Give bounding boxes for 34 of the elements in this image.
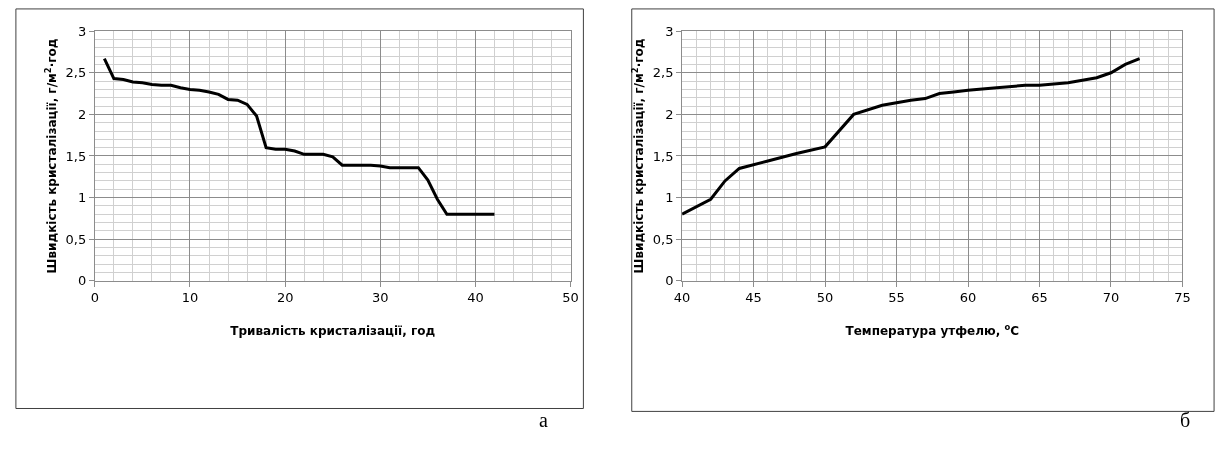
x-tick-label: 0 [90, 290, 99, 306]
x-tick-label: 55 [888, 290, 905, 306]
x-tick-label: 65 [1031, 290, 1048, 306]
text: б [1180, 409, 1191, 431]
x-tick-label: 50 [816, 290, 834, 306]
y-tick-label: 3 [665, 23, 674, 39]
y-tick-label: 0 [665, 273, 674, 289]
x-tick-label: 75 [1174, 290, 1191, 306]
line-series [102, 57, 496, 216]
y-tick-label: 1,5 [652, 148, 674, 164]
x-tick-label: 40 [673, 290, 691, 306]
x-axis-title: Температура утфелю, $^{o}$C [845, 322, 1020, 339]
x-axis-title: Тривалість кристалізації, год [230, 324, 436, 339]
x-tick-label: 50 [562, 290, 579, 306]
line-series [682, 57, 1142, 216]
y-tick-label: 2,5 [65, 65, 87, 81]
text: а [539, 409, 548, 431]
x-tick-label: 10 [181, 290, 199, 306]
y-tick-label: 2,5 [652, 65, 674, 81]
y-tick-label: 0,5 [65, 231, 87, 247]
x-tick-label: 20 [276, 290, 294, 306]
x-tick-label: 45 [745, 290, 762, 306]
y-tick-label: 3 [77, 23, 87, 39]
y-tick-label: 2 [665, 106, 674, 122]
x-tick-label: 30 [372, 290, 389, 306]
x-tick-label: 70 [1102, 290, 1120, 306]
x-tick-label: 60 [959, 290, 977, 306]
y-tick-label: 1 [665, 190, 674, 206]
y-tick-label: 2 [77, 106, 87, 122]
x-tick-label: 40 [467, 290, 484, 306]
y-tick-label: 1,5 [65, 148, 87, 164]
y-tick-label: 0,5 [652, 231, 674, 247]
y-tick-label: 0 [77, 273, 87, 289]
y-tick-label: 1 [77, 190, 87, 206]
